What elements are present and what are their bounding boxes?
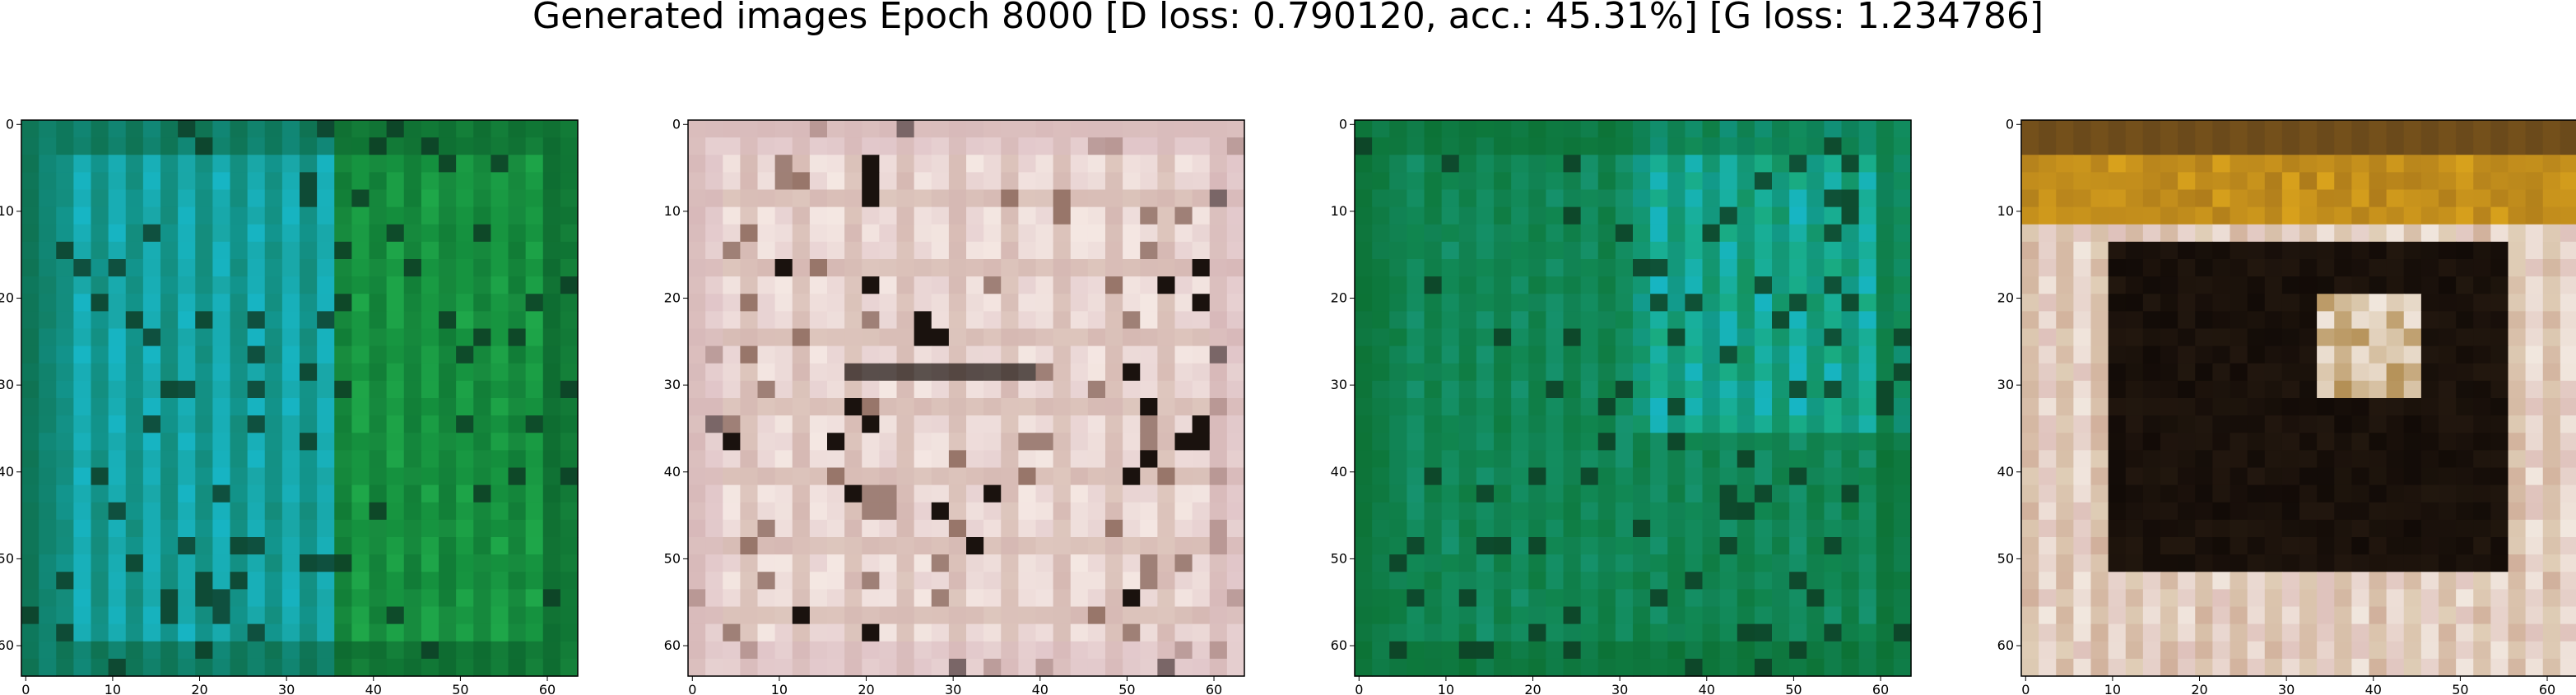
x-tick-label: 50 (1785, 682, 1802, 695)
y-tick-label: 30 (0, 377, 14, 392)
x-tick-label: 30 (945, 682, 961, 695)
y-tick-label: 10 (0, 203, 14, 219)
x-tick-label: 0 (2021, 682, 2030, 695)
y-tick-label: 10 (664, 203, 681, 219)
y-tick-label: 10 (1331, 203, 1347, 219)
y-tick-label: 60 (0, 637, 14, 653)
x-tick-label: 0 (688, 682, 696, 695)
y-tick-label: 40 (0, 464, 14, 480)
x-tick-label: 10 (2104, 682, 2121, 695)
image-panel-1: 0 10 20 30 40 50 60 0 10 20 30 40 50 60 (0, 116, 579, 695)
y-tick-label: 20 (1331, 290, 1347, 306)
y-tick-label: 50 (1331, 550, 1347, 566)
y-tick-label: 40 (1997, 464, 2014, 480)
y-tick-label: 50 (1997, 550, 2014, 566)
x-tick-label: 20 (858, 682, 874, 695)
x-tick-label: 60 (1872, 682, 1889, 695)
y-tick-label: 0 (672, 116, 681, 132)
y-tick-label: 60 (664, 637, 681, 653)
y-tick-label: 40 (1331, 464, 1347, 480)
x-tick-label: 40 (2365, 682, 2382, 695)
y-tick-label: 60 (1997, 637, 2014, 653)
y-tick-label: 0 (1339, 116, 1347, 132)
y-tick-label: 40 (664, 464, 681, 480)
x-tick-label: 20 (2191, 682, 2207, 695)
x-tick-label: 30 (278, 682, 295, 695)
x-tick-label: 20 (191, 682, 207, 695)
y-tick-label: 20 (664, 290, 681, 306)
x-tick-label: 0 (21, 682, 30, 695)
y-tick-label: 0 (2006, 116, 2014, 132)
x-tick-label: 50 (452, 682, 468, 695)
image-panel-3: 0 10 20 30 40 50 60 0 10 20 30 40 50 60 (1331, 116, 1912, 695)
x-tick-label: 10 (105, 682, 121, 695)
x-tick-label: 60 (539, 682, 556, 695)
y-tick-label: 30 (1997, 377, 2014, 392)
image-panel-2: 0 10 20 30 40 50 60 0 10 20 30 40 50 60 (664, 116, 1245, 695)
y-tick-label: 50 (664, 550, 681, 566)
image-panel-4: 0 10 20 30 40 50 60 0 10 20 30 40 50 60 (1997, 116, 2576, 695)
x-tick-label: 10 (1438, 682, 1454, 695)
y-tick-label: 30 (1331, 377, 1347, 392)
x-tick-label: 20 (1524, 682, 1541, 695)
y-tick-label: 10 (1997, 203, 2014, 219)
x-tick-label: 50 (1118, 682, 1135, 695)
y-tick-label: 20 (1997, 290, 2014, 306)
x-tick-label: 60 (1206, 682, 1222, 695)
y-tick-label: 20 (0, 290, 14, 306)
x-tick-label: 40 (1699, 682, 1715, 695)
x-tick-label: 50 (2452, 682, 2468, 695)
x-tick-label: 30 (1611, 682, 1628, 695)
y-tick-label: 50 (0, 550, 14, 566)
y-tick-label: 60 (1331, 637, 1347, 653)
y-tick-label: 30 (664, 377, 681, 392)
x-tick-label: 40 (365, 682, 382, 695)
x-tick-label: 10 (771, 682, 788, 695)
x-tick-label: 30 (2278, 682, 2295, 695)
x-tick-label: 40 (1032, 682, 1049, 695)
y-tick-label: 0 (6, 116, 14, 132)
x-tick-label: 0 (1355, 682, 1363, 695)
x-tick-label: 60 (2539, 682, 2555, 695)
